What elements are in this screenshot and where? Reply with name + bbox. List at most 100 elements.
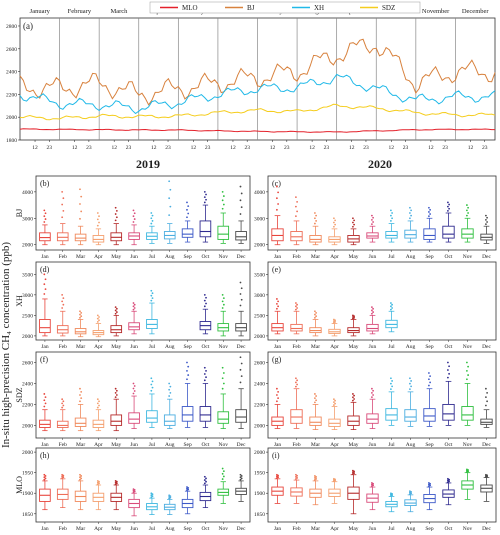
box-outlier <box>80 210 83 213</box>
xtick-label: Oct <box>201 442 209 448</box>
box-outlier <box>150 389 153 392</box>
box-outlier <box>353 394 355 397</box>
box-outlier <box>409 217 411 220</box>
box-outlier <box>186 208 188 211</box>
box-outlier <box>314 212 316 214</box>
panel-a-tag: (a) <box>23 21 33 31</box>
box-outlier <box>352 314 354 317</box>
box-outlier <box>315 315 317 318</box>
xtick-label: Apr <box>94 526 103 532</box>
xtick-label: Oct <box>445 526 453 532</box>
xtick-label: Jan <box>274 526 282 532</box>
box-outlier <box>43 209 46 212</box>
ytick-label: 2400 <box>254 381 265 387</box>
box-outlier <box>277 191 279 194</box>
box-outlier <box>315 220 317 222</box>
box-outlier <box>80 475 83 477</box>
box-outlier <box>62 197 65 200</box>
xtick-label: Jul <box>388 254 395 260</box>
box-outlier <box>205 477 207 480</box>
box-outlier <box>485 218 487 221</box>
box-outlier <box>429 208 431 211</box>
xtick-label: Aug <box>406 254 416 260</box>
box-outlier <box>352 217 354 220</box>
ytick-label: 2600 <box>254 360 265 366</box>
xtick-label: Mar <box>76 344 85 350</box>
ytick-label: 2000 <box>22 334 33 340</box>
ytick-label: 1850 <box>22 512 33 518</box>
box-outlier <box>333 477 335 480</box>
box-outlier <box>391 303 393 306</box>
box-outlier <box>277 305 279 308</box>
box-outlier <box>314 477 316 479</box>
box-outlier <box>150 217 153 220</box>
box-outlier <box>296 383 298 386</box>
xtick-label: Feb <box>292 442 301 448</box>
box-outlier <box>240 287 243 290</box>
box-outlier <box>239 199 242 202</box>
box-outlier <box>276 307 278 310</box>
row-label-bj: BJ <box>15 209 24 217</box>
panel-a-xtick-label: 23 <box>324 145 330 151</box>
box-outlier <box>240 206 243 209</box>
xtick-label: Feb <box>292 526 301 532</box>
box-outlier <box>276 298 278 300</box>
box-outlier <box>315 395 317 397</box>
panel-tag: (h) <box>40 451 50 460</box>
panel-d: (d) XH 2000 2500 3000 3500 Jan Feb Mar Apr May Jun J… <box>15 261 251 350</box>
box-outlier <box>205 302 207 305</box>
box-outlier <box>333 398 335 401</box>
box-outlier <box>314 397 316 400</box>
box-outlier <box>428 215 430 218</box>
box-iqr <box>290 323 303 332</box>
box-outlier <box>132 302 135 304</box>
xtick-label: Oct <box>201 254 209 260</box>
box-outlier <box>203 201 206 204</box>
box-iqr <box>423 408 436 422</box>
panel-i: (i) 1850 1900 1950 2000 Jan Feb Mar Apr May Jun Jul… <box>254 447 497 532</box>
box-outlier <box>114 219 117 222</box>
xtick-label: Dec <box>482 442 491 448</box>
box-outlier <box>333 401 335 404</box>
box-outlier <box>239 473 242 476</box>
box-outlier <box>203 293 206 296</box>
panel-a-xtick-label: 12 <box>349 145 355 151</box>
box-outlier <box>114 306 117 309</box>
box-outlier <box>314 310 316 313</box>
panel-frame <box>35 447 251 523</box>
box-outlier <box>485 396 487 398</box>
box-outlier <box>409 382 411 385</box>
panel-h: (h) MLO 1850 1900 1950 2000 Jan Feb Mar Apr May Jun… <box>15 447 251 532</box>
row-label-xh: XH <box>15 295 24 307</box>
box-outlier <box>98 319 100 322</box>
box-outlier <box>410 380 412 382</box>
xtick-label: Jan <box>274 254 282 260</box>
box-outlier <box>222 303 225 306</box>
box-outlier <box>151 380 154 383</box>
box-outlier <box>115 311 118 313</box>
ytick-label: 2000 <box>22 423 33 429</box>
box-outlier <box>115 216 118 219</box>
box-outlier <box>62 209 65 212</box>
xtick-label: Jan <box>274 442 282 448</box>
xtick-label: Nov <box>219 344 229 350</box>
box-outlier <box>43 476 46 479</box>
box-outlier <box>44 396 47 398</box>
box-outlier <box>44 475 47 477</box>
box-outlier <box>222 470 225 473</box>
xtick-label: Aug <box>165 526 175 532</box>
box-outlier <box>205 480 207 483</box>
panel-a-xtick-label: 23 <box>403 145 409 151</box>
box-outlier <box>203 190 206 193</box>
box-outlier <box>390 382 392 385</box>
box-iqr <box>163 414 176 426</box>
box-outlier <box>96 224 99 227</box>
box-outlier <box>150 212 153 214</box>
box-outlier <box>114 312 117 315</box>
box-outlier <box>43 405 46 408</box>
box-outlier <box>277 203 279 205</box>
box-outlier <box>187 365 190 368</box>
panel-a-xtick-label: 12 <box>230 145 236 151</box>
xtick-label: Sep <box>183 442 192 448</box>
